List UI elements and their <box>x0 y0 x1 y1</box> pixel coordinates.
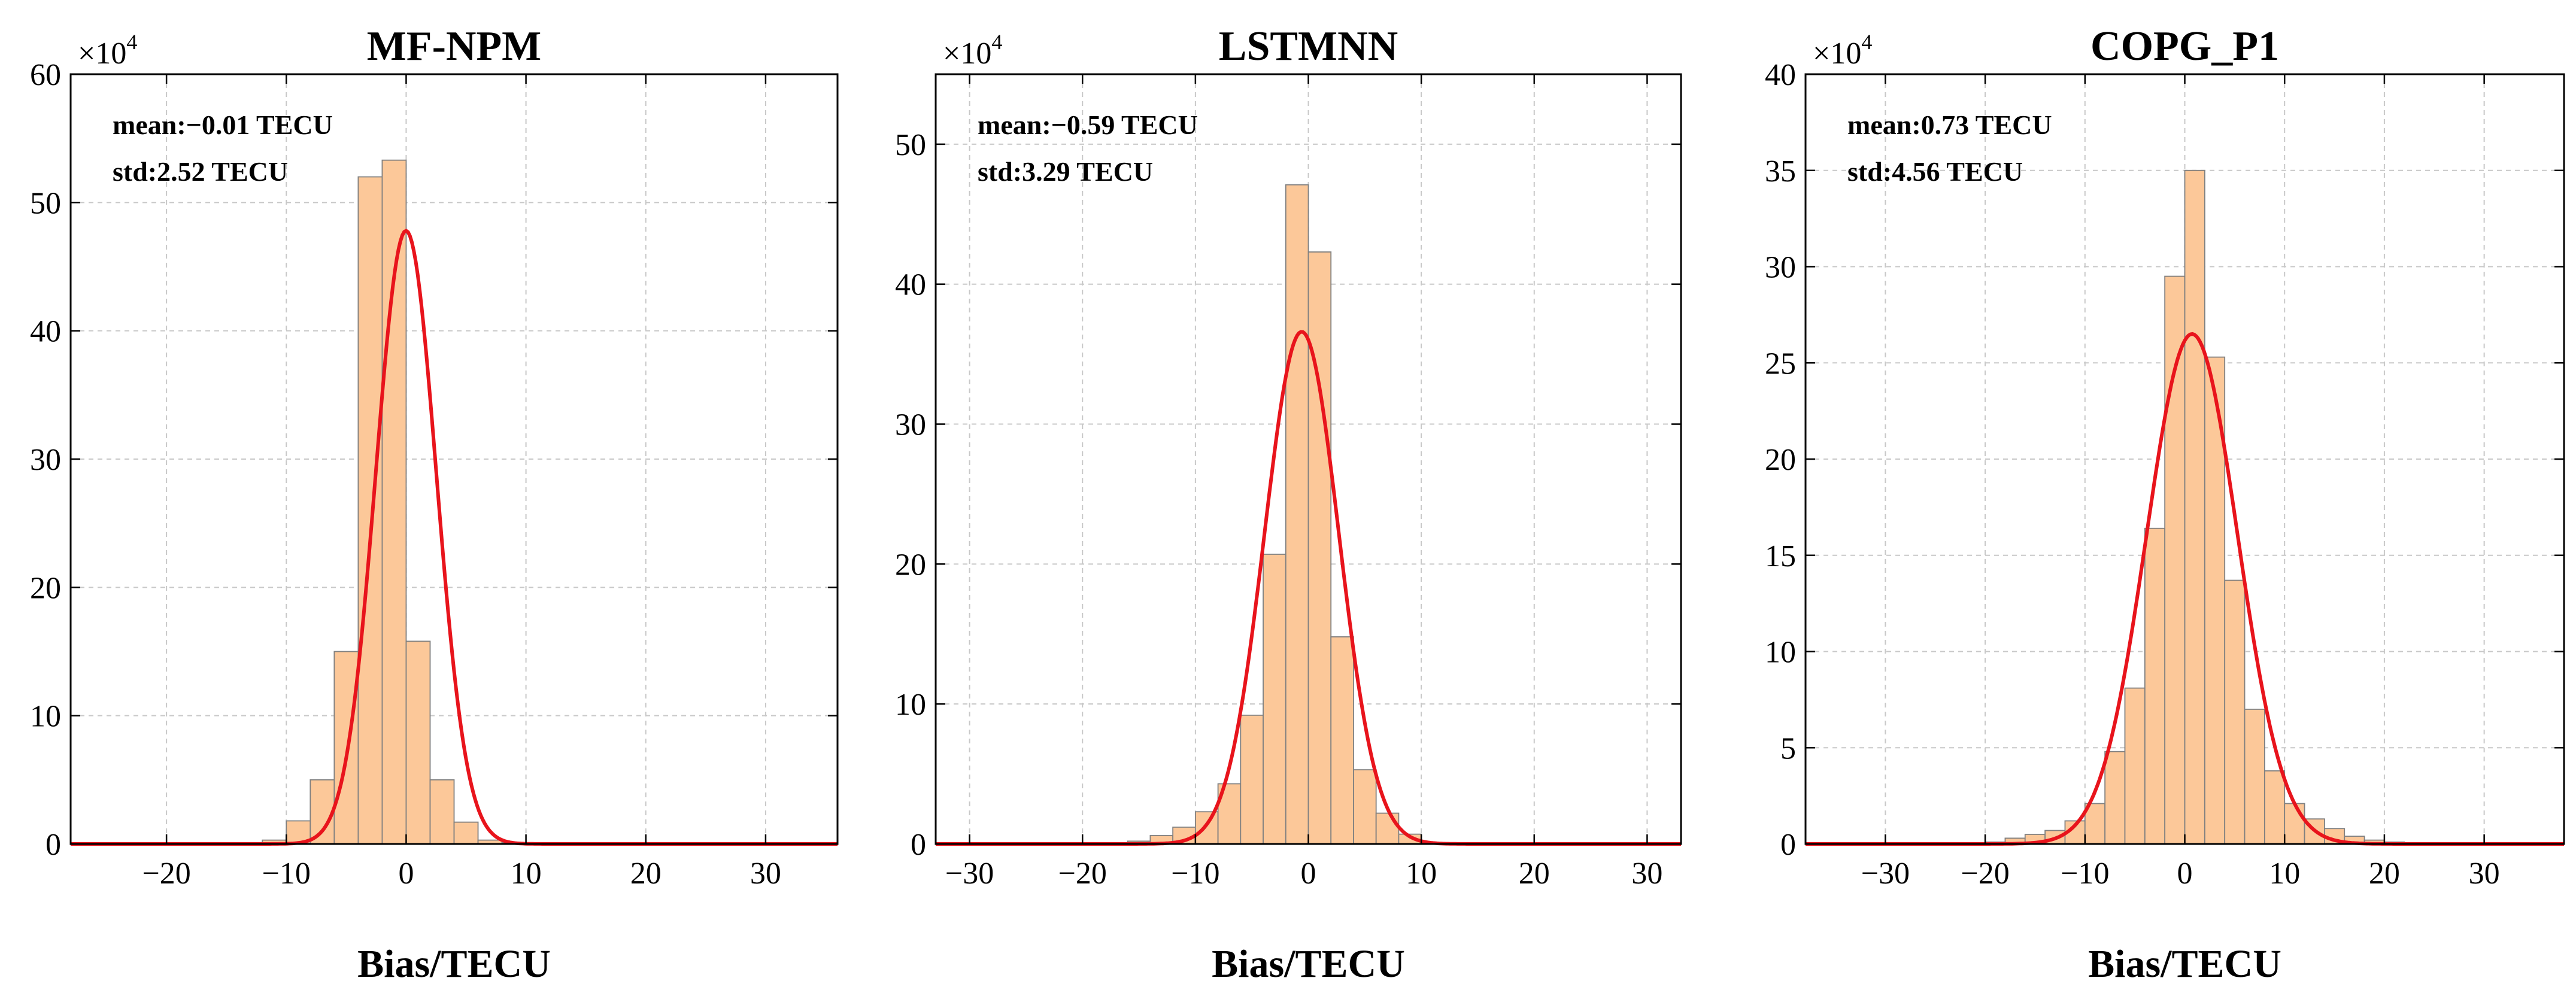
x-tick-label: −20 <box>1058 857 1107 891</box>
y-tick-label: 50 <box>895 128 926 162</box>
y-tick-label: 25 <box>1765 347 1796 381</box>
histogram-bar <box>1307 251 1332 845</box>
histogram-bar <box>1240 714 1264 845</box>
histogram-bar <box>453 821 479 845</box>
y-multiplier: ×104 <box>943 30 1002 71</box>
x-tick-label: 0 <box>1301 857 1316 891</box>
chart-title: MF-NPM <box>367 23 542 69</box>
y-tick-label: 30 <box>30 443 61 477</box>
y-tick-label: 20 <box>30 571 61 605</box>
x-axis-label: Bias/TECU <box>1212 942 1405 986</box>
histogram-bar <box>2144 527 2166 845</box>
mean-annotation: mean:−0.59 TECU <box>978 110 1198 140</box>
x-tick-label: 30 <box>750 857 781 891</box>
y-multiplier: ×104 <box>1813 30 1872 71</box>
x-tick-label: −30 <box>1861 857 1910 891</box>
y-tick-label: 10 <box>30 700 61 734</box>
gaussian-fit-curve <box>71 228 838 846</box>
y-tick-label: 20 <box>1765 443 1796 477</box>
histogram-bar <box>1353 769 1377 845</box>
y-tick-label: 35 <box>1765 154 1796 189</box>
histogram-bar <box>2264 770 2286 845</box>
y-tick-label: 30 <box>895 408 926 442</box>
y-tick-label: 0 <box>45 828 61 862</box>
histogram-bar <box>429 779 455 845</box>
y-tick-label: 40 <box>1765 58 1796 92</box>
panel-copg-p1: −30 −20 −10 0 10 20 30 0 5 10 15 20 25 30 35 40 COPG_P1… <box>1765 23 2565 986</box>
histogram-bar <box>1194 811 1219 845</box>
y-tick-label: 60 <box>30 58 61 92</box>
mean-annotation: mean:0.73 TECU <box>1847 110 2052 140</box>
y-tick-label: 30 <box>1765 251 1796 285</box>
y-tick-label: 40 <box>895 268 926 302</box>
x-tick-label: −10 <box>2061 857 2109 891</box>
y-tick-label: 10 <box>1765 636 1796 670</box>
x-tick-label: 0 <box>2177 857 2193 891</box>
plot-frame <box>69 73 839 845</box>
x-tick-label: 10 <box>511 857 542 891</box>
y-tick-label: 5 <box>1780 731 1796 766</box>
x-tick-label: 20 <box>2369 857 2400 891</box>
chart-title: COPG_P1 <box>2090 23 2279 69</box>
y-tick-label: 40 <box>30 315 61 349</box>
y-multiplier: ×104 <box>78 30 137 71</box>
histogram-bar <box>2184 169 2205 845</box>
x-tick-label: −20 <box>142 857 190 891</box>
y-tick-label: 50 <box>30 186 61 220</box>
histogram-bar <box>1263 554 1287 845</box>
histogram-bar <box>381 159 407 845</box>
histogram-bar <box>357 176 383 845</box>
histogram-bar <box>2284 803 2305 845</box>
x-tick-label: 0 <box>398 857 414 891</box>
y-tick-label: 20 <box>895 548 926 582</box>
x-tick-label: 10 <box>1406 857 1437 891</box>
x-tick-label: 30 <box>1631 857 1662 891</box>
x-tick-label: −10 <box>262 857 311 891</box>
x-axis-label: Bias/TECU <box>2088 942 2281 986</box>
panel-mf-npm: −20 −10 0 10 20 30 0 10 20 30 40 50 60 MF-NPM ×104 m… <box>30 23 839 986</box>
histogram-bar <box>2224 579 2246 845</box>
mean-annotation: mean:−0.01 TECU <box>113 110 333 140</box>
chart-title: LSTMNN <box>1219 23 1398 69</box>
std-annotation: std:4.56 TECU <box>1847 156 2023 187</box>
histogram-bar <box>1375 812 1400 845</box>
x-tick-label: −10 <box>1171 857 1219 891</box>
x-tick-label: −30 <box>945 857 994 891</box>
histogram-bar <box>2244 709 2265 845</box>
x-axis-label: Bias/TECU <box>357 942 551 986</box>
y-tick-label: 0 <box>911 828 926 862</box>
histogram-bar <box>2124 687 2146 845</box>
x-tick-label: −20 <box>1961 857 2009 891</box>
x-tick-label: 20 <box>1519 857 1550 891</box>
histogram-bar <box>310 779 335 845</box>
histogram-bar <box>405 640 431 845</box>
histogram-bar <box>2164 275 2186 845</box>
std-annotation: std:3.29 TECU <box>978 156 1153 187</box>
y-tick-label: 15 <box>1765 539 1796 573</box>
x-tick-label: 30 <box>2469 857 2500 891</box>
std-annotation: std:2.52 TECU <box>113 156 288 187</box>
y-tick-label: 0 <box>1780 828 1796 862</box>
x-tick-label: 20 <box>630 857 662 891</box>
histogram-bar <box>2104 751 2126 845</box>
x-tick-label: 10 <box>2269 857 2300 891</box>
histogram-bar <box>1330 636 1354 845</box>
histogram-bar <box>1285 184 1309 845</box>
y-tick-label: 10 <box>895 688 926 722</box>
